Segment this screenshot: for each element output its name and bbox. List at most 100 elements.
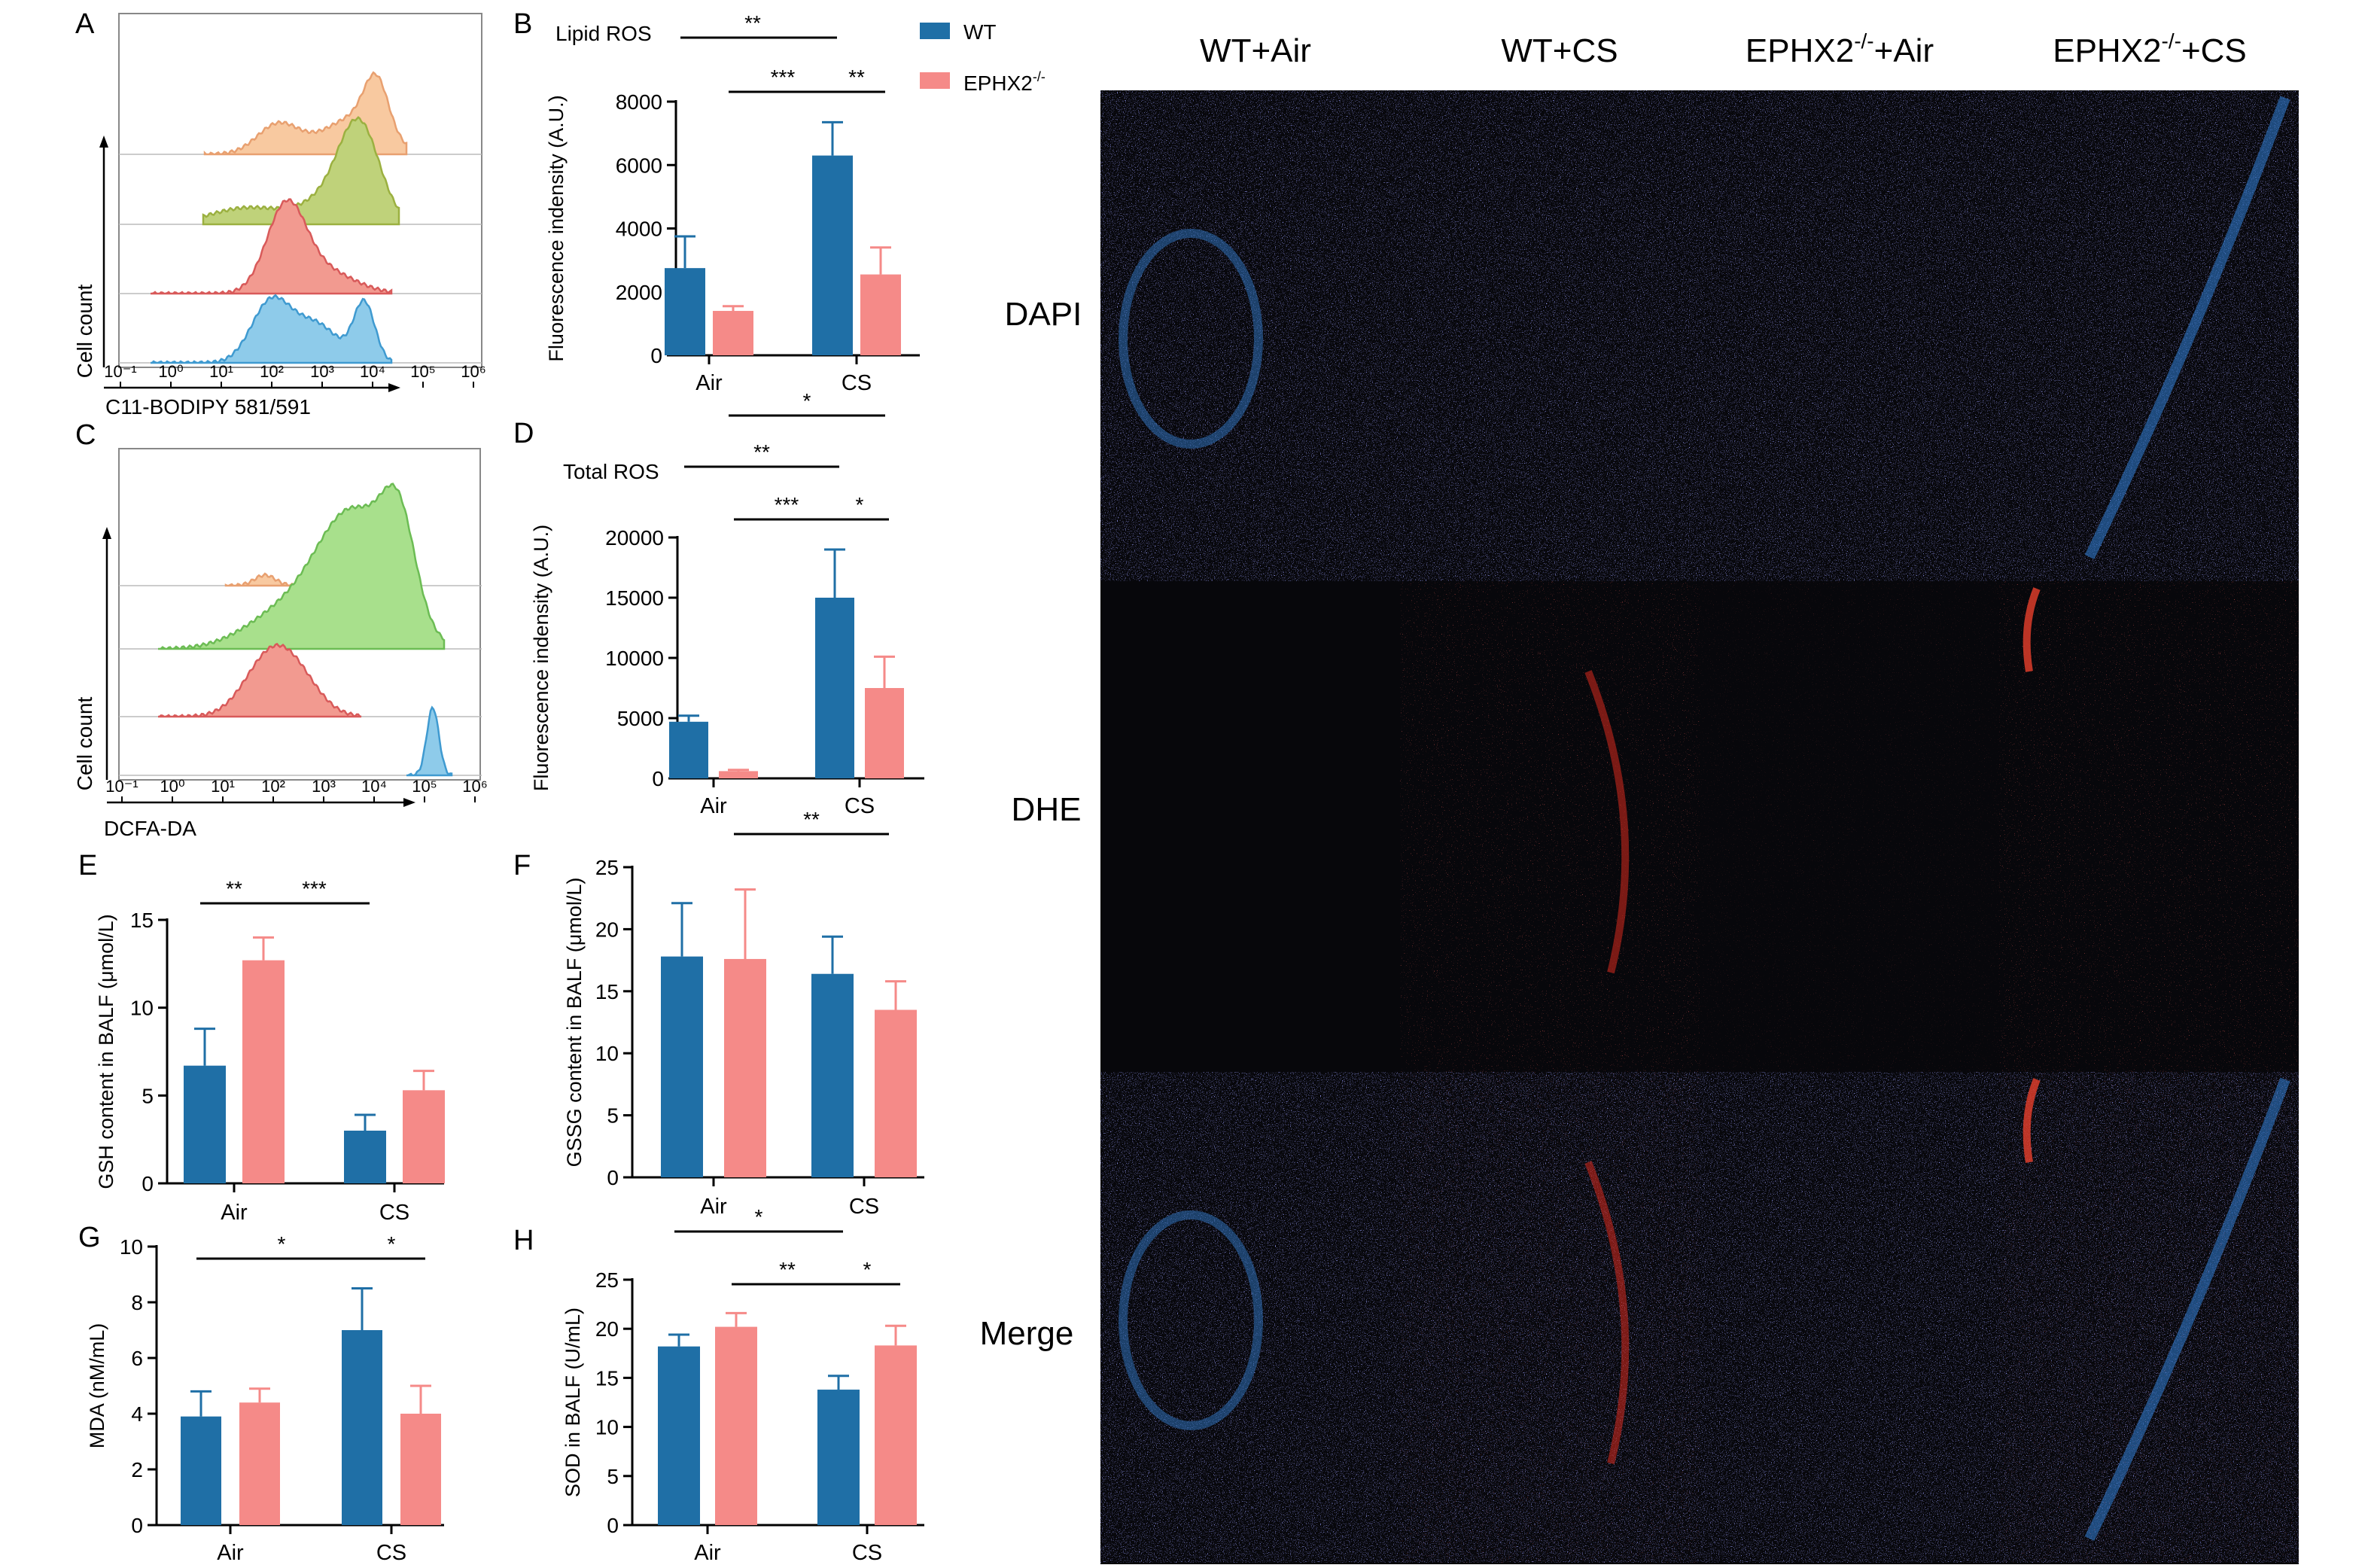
y-tick-label: 2	[131, 1458, 143, 1481]
flow-x-tick-label: 10⁶	[461, 362, 486, 381]
significance-label: *	[278, 1232, 286, 1256]
micro-row-label: Merge	[980, 1315, 1074, 1352]
panel-letter-a: A	[75, 8, 95, 40]
micro-tile-dapi-signal	[1100, 1072, 1400, 1563]
histogram-trace	[158, 642, 362, 718]
micro-dhe-edge	[2023, 1078, 2041, 1163]
panel-letter-f: F	[513, 850, 531, 881]
flow-x-arrow-a	[388, 383, 400, 392]
panel-letter-d: D	[513, 418, 534, 449]
flow-x-ticks-c: 10⁻¹ 10⁰ 10¹ 10² 10³ 10⁴ 10⁵ 10⁶	[105, 777, 488, 802]
micro-tiles	[1100, 90, 2299, 1563]
flow-x-ticks-a: 10⁻¹ 10⁰ 10¹ 10² 10³ 10⁴ 10⁵ 10⁶	[104, 362, 486, 388]
x-category-label: CS	[376, 1541, 406, 1565]
panel-letter-h: H	[513, 1225, 534, 1256]
legend: WT EPHX2-/-	[920, 20, 1045, 95]
legend-label-wt: WT	[963, 20, 997, 44]
y-tick-label: 20	[595, 1317, 619, 1341]
significance-label: *	[856, 493, 864, 516]
y-tick-label: 15000	[605, 586, 664, 610]
bar-wt-air	[665, 268, 705, 355]
flow-x-tick-label: 10⁰	[160, 777, 184, 796]
flow-x-tick-label: 10⁶	[462, 777, 488, 796]
significance-label: *	[803, 389, 811, 413]
y-tick-label: 5	[607, 1465, 619, 1488]
y-axis-label: GSH content in BALF (μmol/L)	[95, 914, 117, 1189]
bar-wt-air	[669, 721, 708, 778]
x-category-label: Air	[694, 1541, 721, 1565]
y-tick-label: 8000	[616, 90, 662, 114]
y-tick-label: 20000	[605, 526, 664, 550]
micro-airway-outline	[1119, 229, 1263, 449]
micro-column-label: WT+Air	[1200, 32, 1311, 69]
micro-tile-dhe-signal	[1999, 1072, 2299, 1563]
bar-wt-cs	[811, 973, 854, 1177]
bar-chart-d: D Total ROS Fluorescence indensity (A.U.) 0…	[513, 418, 924, 836]
bar-wt-air	[184, 1065, 226, 1183]
x-category-label: CS	[842, 371, 872, 395]
micro-column-label-tail: +CS	[2181, 32, 2247, 69]
micro-column-label-base: EPHX2	[2053, 32, 2161, 69]
micro-tile-dapi-signal	[1400, 90, 1700, 581]
y-tick-label: 2000	[616, 281, 662, 304]
bar-ephx2-cs	[875, 1009, 917, 1177]
x-category-label: Air	[221, 1201, 248, 1225]
significance-label: ***	[771, 65, 796, 89]
y-tick-label: 4	[131, 1402, 143, 1426]
y-tick-label: 8	[131, 1291, 143, 1314]
legend-swatch-wt	[920, 23, 950, 39]
significance-label: **	[744, 11, 761, 35]
flow-frame-a	[118, 13, 482, 368]
flow-y-arrow-a	[99, 135, 108, 148]
bar-chart-b: B Lipid ROS Fluorescence indensity (A.U.) 0…	[513, 8, 920, 417]
micro-tile-dapi-signal	[1700, 90, 1999, 581]
x-category-label: Air	[700, 794, 727, 818]
micro-airway-outline	[1119, 1210, 1263, 1430]
panel-letter-e: E	[78, 850, 97, 881]
micro-column-label-tail: +Air	[1874, 32, 1934, 69]
flow-x-tick-label: 10¹	[211, 777, 235, 796]
micro-row-label: DHE	[1012, 791, 1082, 828]
flow-x-tick-label: 10²	[260, 362, 284, 381]
bar-ephx2-air	[715, 1326, 757, 1525]
flow-x-tick-label: 10³	[310, 362, 334, 381]
y-tick-label: 25	[595, 856, 619, 879]
y-tick-label: 0	[650, 344, 662, 367]
flow-histograms-c	[119, 483, 482, 777]
histogram-trace	[203, 71, 408, 156]
micro-pleura-outline	[2084, 96, 2290, 560]
bar-chart-e: E GSH content in BALF (μmol/L) 0 5 10 15 Air CS…	[78, 850, 445, 1225]
legend-swatch-ko	[920, 72, 950, 89]
significance-label: *	[863, 1258, 872, 1281]
flow-x-tick-label: 10¹	[209, 362, 233, 381]
y-tick-label: 0	[652, 767, 664, 790]
x-category-label: CS	[849, 1195, 879, 1219]
chart-title: Total ROS	[563, 460, 659, 483]
x-category-label: CS	[845, 794, 875, 818]
x-category-label: CS	[852, 1541, 882, 1565]
y-tick-label: 6000	[616, 154, 662, 177]
x-category-label: Air	[217, 1541, 244, 1565]
bar-ephx2-air	[719, 771, 758, 778]
flow-ylabel-c: Cell count	[73, 697, 96, 791]
micro-tile-background	[1100, 581, 1400, 1072]
y-tick-label: 0	[131, 1514, 143, 1537]
flow-xlabel-c: DCFA-DA	[104, 817, 196, 840]
y-axis-label: Fluorescence indensity (A.U.)	[530, 525, 552, 791]
significance-label: *	[755, 1205, 763, 1229]
flow-y-arrow-c	[102, 527, 111, 539]
micro-tile-dhe-signal	[1700, 581, 1999, 1072]
micro-column-label-base: WT+CS	[1501, 32, 1618, 69]
flow-x-tick-label: 10³	[312, 777, 336, 796]
y-axis-label: Fluorescence indensity (A.U.)	[545, 95, 568, 361]
x-category-label: CS	[379, 1201, 409, 1225]
y-tick-label: 4000	[616, 218, 662, 241]
micro-tile-dhe-signal	[1400, 581, 1700, 1072]
panel-letter-b: B	[513, 8, 532, 40]
micro-column-label-base: WT+Air	[1200, 32, 1311, 69]
y-tick-label: 5000	[617, 707, 664, 730]
micro-column-label-base: EPHX2	[1746, 32, 1854, 69]
y-axis-label: SOD in BALF (U/mL)	[562, 1308, 584, 1497]
bar-ephx2-air	[239, 1402, 280, 1525]
y-tick-label: 25	[595, 1268, 619, 1292]
